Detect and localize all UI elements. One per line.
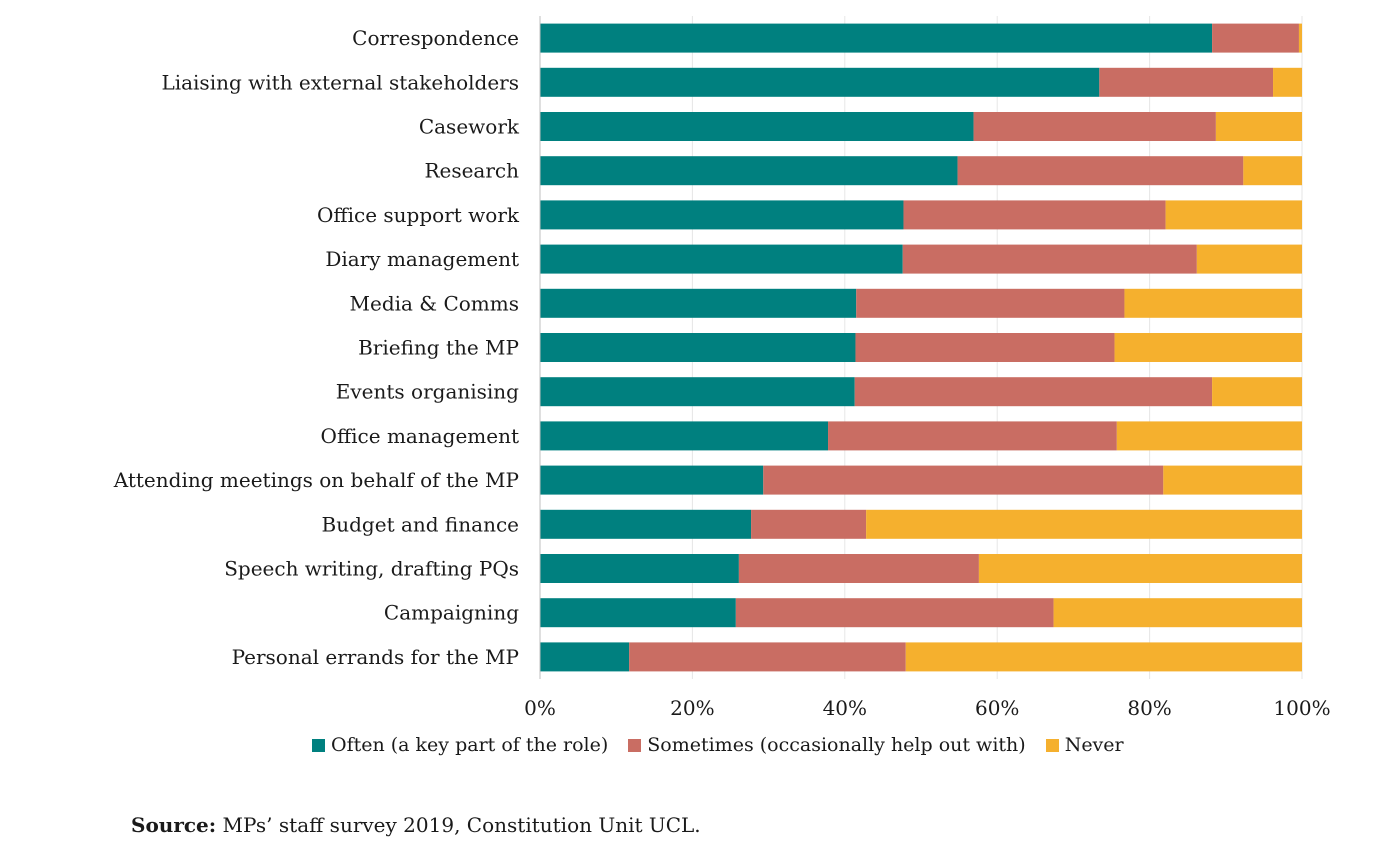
x-axis-ticks: 0% 20% 40% 60% 80% 100% bbox=[524, 696, 1330, 720]
category-label: Office management bbox=[321, 424, 519, 448]
bar-segment-sometimes bbox=[855, 333, 1115, 362]
bar-segment-sometimes bbox=[751, 509, 867, 539]
legend: Often (a key part of the role) Sometimes… bbox=[312, 734, 1144, 756]
category-label: Briefing the MP bbox=[358, 336, 519, 360]
bar-segment-often bbox=[540, 509, 752, 539]
bar-segment-often bbox=[540, 288, 857, 318]
bar-segment-never bbox=[1165, 200, 1302, 230]
bar-segment-often bbox=[540, 112, 974, 141]
bar-segment-sometimes bbox=[763, 465, 1164, 495]
bar-segment-often bbox=[540, 67, 1100, 97]
bar-segment-never bbox=[1116, 421, 1302, 451]
bar-segment-sometimes bbox=[735, 598, 1054, 628]
bar-segment-never bbox=[1124, 288, 1302, 318]
x-tick-label: 100% bbox=[1273, 696, 1330, 720]
category-label: Speech writing, drafting PQs bbox=[224, 557, 519, 581]
legend-item-often: Often (a key part of the role) bbox=[312, 734, 608, 756]
x-tick-label: 60% bbox=[975, 696, 1019, 720]
bar-segment-often bbox=[540, 200, 904, 230]
bar-segment-never bbox=[1053, 598, 1302, 628]
bar-segment-never bbox=[1298, 23, 1302, 53]
category-label: Personal errands for the MP bbox=[232, 645, 519, 669]
bar-segment-sometimes bbox=[902, 244, 1197, 274]
bar-segment-often bbox=[540, 554, 739, 583]
category-label: Research bbox=[424, 159, 519, 183]
legend-swatch-never bbox=[1045, 738, 1059, 752]
bar-segment-never bbox=[1114, 333, 1302, 362]
category-label: Casework bbox=[419, 115, 520, 139]
x-tick-label: 80% bbox=[1127, 696, 1171, 720]
bars bbox=[540, 23, 1302, 672]
stacked-bar-chart: Correspondence Liaising with external sta… bbox=[113, 16, 1331, 720]
x-tick-label: 40% bbox=[823, 696, 867, 720]
bar-segment-often bbox=[540, 642, 630, 672]
bar-segment-sometimes bbox=[903, 200, 1166, 230]
bar-segment-never bbox=[905, 642, 1302, 672]
bar-segment-often bbox=[540, 23, 1213, 53]
bar-segment-often bbox=[540, 244, 903, 274]
x-tick-label: 20% bbox=[670, 696, 714, 720]
bar-segment-sometimes bbox=[828, 421, 1117, 451]
category-label: Budget and finance bbox=[322, 512, 519, 536]
bar-segment-never bbox=[1212, 377, 1302, 407]
bar-segment-often bbox=[540, 421, 829, 451]
x-tick-label: 0% bbox=[524, 696, 556, 720]
bar-segment-sometimes bbox=[1212, 23, 1299, 53]
category-label: Liaising with external stakeholders bbox=[161, 70, 519, 94]
legend-label-sometimes: Sometimes (occasionally help out with) bbox=[647, 734, 1026, 756]
source-label: Source: bbox=[131, 813, 217, 837]
bar-segment-never bbox=[866, 509, 1302, 539]
bar-segment-sometimes bbox=[738, 554, 979, 583]
bar-segment-sometimes bbox=[957, 156, 1244, 186]
bar-segment-often bbox=[540, 333, 856, 362]
source-text: MPs’ staff survey 2019, Constitution Uni… bbox=[216, 813, 701, 837]
bar-segment-sometimes bbox=[854, 377, 1213, 407]
bar-segment-sometimes bbox=[629, 642, 906, 672]
legend-label-never: Never bbox=[1064, 734, 1124, 756]
category-labels: Correspondence Liaising with external sta… bbox=[113, 26, 520, 669]
category-label: Campaigning bbox=[384, 601, 519, 625]
category-label: Media & Comms bbox=[350, 291, 520, 315]
category-label: Events organising bbox=[336, 380, 519, 404]
bar-segment-never bbox=[978, 554, 1302, 583]
category-label: Office support work bbox=[317, 203, 520, 227]
category-label: Attending meetings on behalf of the MP bbox=[113, 468, 519, 492]
bar-segment-often bbox=[540, 377, 855, 407]
bar-segment-often bbox=[540, 598, 736, 628]
legend-label-often: Often (a key part of the role) bbox=[331, 734, 609, 756]
category-label: Diary management bbox=[325, 247, 519, 271]
bar-segment-often bbox=[540, 156, 958, 186]
legend-item-sometimes: Sometimes (occasionally help out with) bbox=[628, 734, 1026, 756]
bar-segment-never bbox=[1215, 112, 1302, 141]
legend-swatch-often bbox=[312, 738, 325, 752]
legend-item-never: Never bbox=[1045, 734, 1124, 756]
bar-segment-never bbox=[1196, 244, 1302, 274]
category-label: Correspondence bbox=[352, 26, 519, 50]
bar-segment-never bbox=[1243, 156, 1302, 186]
source-note: Source: MPs’ staff survey 2019, Constitu… bbox=[131, 813, 701, 837]
bar-segment-sometimes bbox=[973, 112, 1216, 141]
bar-segment-often bbox=[540, 465, 764, 495]
legend-swatch-sometimes bbox=[628, 738, 642, 752]
bar-segment-never bbox=[1163, 465, 1302, 495]
bar-segment-never bbox=[1273, 67, 1302, 97]
bar-segment-sometimes bbox=[856, 288, 1125, 318]
bar-segment-sometimes bbox=[1099, 67, 1274, 97]
